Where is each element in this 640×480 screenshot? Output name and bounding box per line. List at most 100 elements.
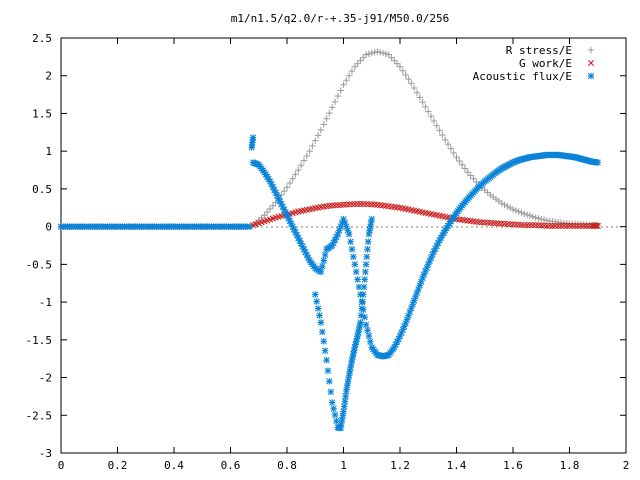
- data-series: [57, 48, 601, 432]
- data-point: [569, 222, 576, 229]
- data-point: [354, 276, 361, 283]
- data-point: [393, 60, 401, 67]
- data-point: [532, 214, 539, 221]
- y-tick-label: 0.5: [32, 183, 52, 196]
- data-point: [433, 122, 440, 129]
- data-point: [347, 238, 354, 245]
- data-point: [341, 403, 348, 410]
- data-point: [286, 179, 294, 187]
- x-tick-label: 1.4: [447, 459, 467, 472]
- data-point: [447, 145, 455, 152]
- data-point: [560, 222, 567, 229]
- data-point: [309, 142, 316, 150]
- data-point: [357, 57, 364, 64]
- data-point: [538, 215, 545, 223]
- legend-cross-icon: [587, 59, 595, 67]
- data-point: [504, 203, 511, 210]
- data-point: [535, 215, 542, 222]
- data-point: [312, 291, 319, 298]
- data-point: [326, 378, 333, 385]
- data-point: [529, 213, 536, 220]
- data-point: [341, 398, 349, 405]
- data-point: [442, 136, 449, 144]
- data-point: [566, 222, 573, 229]
- data-point: [594, 159, 601, 166]
- legend-plus-icon: [587, 46, 595, 54]
- data-point: [396, 63, 404, 70]
- y-tick-label: -2: [39, 372, 52, 385]
- data-point: [444, 141, 452, 148]
- data-point: [583, 222, 590, 229]
- data-point: [360, 283, 368, 291]
- data-point: [353, 268, 360, 276]
- data-point: [518, 209, 525, 216]
- data-point: [529, 222, 536, 229]
- x-tick-label: 0.8: [277, 459, 297, 472]
- data-point: [357, 319, 364, 326]
- data-point: [327, 388, 334, 396]
- data-point: [314, 132, 322, 139]
- data-point: [269, 202, 277, 209]
- data-point: [313, 298, 320, 305]
- data-point: [331, 98, 339, 105]
- data-point: [343, 387, 350, 395]
- data-point: [261, 212, 268, 219]
- data-point: [321, 251, 329, 259]
- data-point: [362, 51, 370, 58]
- data-point: [320, 257, 327, 264]
- data-point: [509, 206, 517, 213]
- data-point: [329, 399, 336, 406]
- data-point: [340, 81, 347, 88]
- data-point: [453, 154, 460, 161]
- y-tick-label: -1.5: [26, 334, 53, 347]
- data-point: [346, 368, 354, 375]
- data-point: [422, 103, 429, 111]
- data-point: [470, 175, 477, 182]
- data-point: [354, 200, 361, 208]
- data-point: [410, 84, 418, 92]
- data-point: [266, 205, 274, 213]
- y-tick-label: 2: [45, 70, 52, 83]
- y-tick-label: -3: [39, 447, 52, 460]
- legend-label: R stress/E: [506, 44, 572, 57]
- data-point: [355, 283, 363, 291]
- data-point: [361, 276, 368, 283]
- data-point: [365, 332, 373, 340]
- data-point: [345, 72, 353, 79]
- data-point: [362, 268, 369, 276]
- data-point: [342, 393, 349, 400]
- data-point: [382, 50, 390, 58]
- data-point: [348, 68, 356, 75]
- x-tick-label: 1.6: [503, 459, 523, 472]
- data-point: [324, 367, 332, 374]
- data-point: [464, 169, 471, 176]
- data-point: [317, 319, 325, 326]
- data-point: [399, 67, 407, 75]
- data-point: [303, 152, 310, 160]
- data-point: [521, 210, 528, 218]
- data-point: [320, 121, 327, 128]
- data-point: [278, 191, 285, 199]
- data-point-zero: [246, 223, 253, 230]
- data-point: [362, 321, 370, 328]
- data-point: [591, 222, 599, 229]
- data-point: [359, 298, 366, 305]
- data-point: [543, 222, 551, 229]
- data-point: [430, 117, 438, 125]
- data-point: [574, 222, 582, 229]
- x-tick-label: 2: [623, 459, 630, 472]
- data-point: [340, 408, 347, 415]
- data-point: [374, 48, 381, 55]
- data-point: [363, 253, 371, 261]
- data-point: [402, 71, 409, 79]
- data-point: [345, 372, 353, 379]
- data-point: [385, 51, 392, 58]
- x-tick-label: 0: [58, 459, 65, 472]
- data-point: [321, 347, 329, 354]
- data-point: [506, 204, 514, 211]
- data-point: [331, 236, 339, 244]
- data-point: [334, 92, 342, 100]
- data-point: [264, 208, 271, 216]
- y-tick-label: 1: [45, 145, 52, 158]
